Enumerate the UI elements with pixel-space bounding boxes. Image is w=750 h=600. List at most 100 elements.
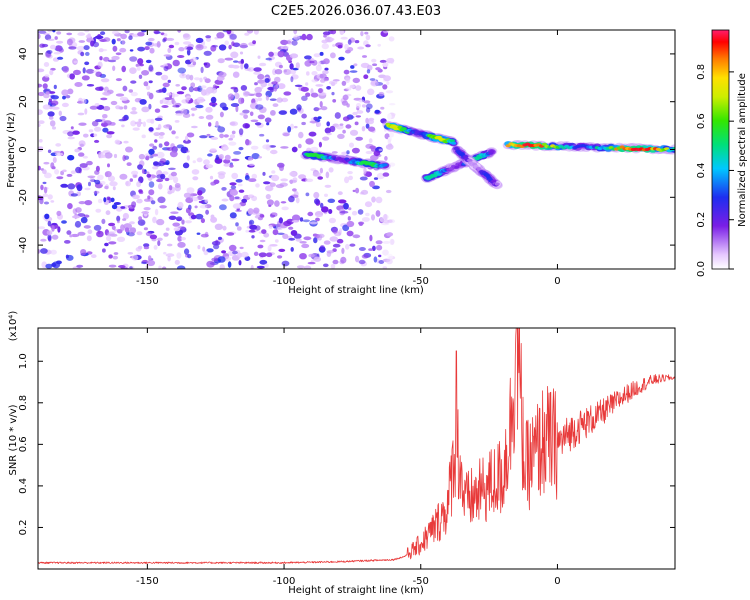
y-tick-label: 0.6 xyxy=(18,436,29,452)
noise-blob xyxy=(221,187,227,191)
noise-blob xyxy=(378,260,385,264)
noise-blob xyxy=(249,224,258,230)
noise-blob xyxy=(334,112,341,119)
noise-blob xyxy=(383,219,390,224)
noise-blob xyxy=(182,162,190,169)
noise-blob xyxy=(373,256,378,263)
noise-blob xyxy=(59,115,67,122)
noise-blob xyxy=(171,130,176,135)
noise-blob xyxy=(173,227,181,232)
noise-blob xyxy=(123,223,132,230)
noise-blob xyxy=(378,91,385,97)
noise-blob xyxy=(191,169,200,175)
noise-blob xyxy=(38,83,43,88)
noise-blob xyxy=(144,46,150,51)
noise-blob xyxy=(125,146,133,153)
noise-blob xyxy=(84,200,93,206)
noise-blob xyxy=(137,245,143,250)
noise-blob xyxy=(210,216,218,223)
noise-blob xyxy=(337,199,347,204)
noise-blob xyxy=(164,141,170,147)
noise-blob xyxy=(100,78,110,83)
noise-blob xyxy=(229,121,238,127)
noise-blob xyxy=(324,184,332,188)
noise-blob xyxy=(230,51,239,59)
noise-blob xyxy=(194,205,198,209)
noise-blob xyxy=(48,98,53,103)
noise-blob xyxy=(204,199,209,203)
x-tick-label: -100 xyxy=(273,276,296,287)
noise-blob xyxy=(88,129,94,133)
noise-blob xyxy=(103,197,107,203)
noise-blob xyxy=(291,40,298,46)
noise-blob xyxy=(347,216,351,221)
noise-blob xyxy=(187,253,192,259)
noise-blob xyxy=(238,146,244,151)
noise-blob xyxy=(360,31,364,37)
noise-blob xyxy=(123,140,129,144)
noise-blob xyxy=(115,52,122,56)
noise-blob xyxy=(177,201,184,209)
noise-blob xyxy=(54,36,58,40)
noise-blob xyxy=(175,136,179,139)
noise-blob xyxy=(81,98,87,104)
noise-blob xyxy=(75,166,82,174)
noise-blob xyxy=(177,265,186,269)
noise-blob xyxy=(356,110,364,114)
noise-blob xyxy=(127,252,134,255)
noise-blob xyxy=(337,44,343,49)
noise-blob xyxy=(158,135,164,139)
noise-blob xyxy=(281,206,289,211)
main-line-mark xyxy=(541,142,548,146)
noise-blob xyxy=(172,222,180,227)
noise-blob xyxy=(186,49,191,56)
noise-blob xyxy=(148,64,154,72)
noise-blob xyxy=(62,95,66,100)
noise-blob xyxy=(237,183,243,187)
noise-blob xyxy=(254,122,262,126)
noise-blob xyxy=(321,206,329,213)
noise-blob xyxy=(100,97,108,101)
y-tick-label: 1.0 xyxy=(18,353,29,369)
noise-blob xyxy=(87,175,96,179)
noise-blob xyxy=(138,153,145,160)
noise-blob xyxy=(342,116,350,122)
noise-blob xyxy=(229,164,234,168)
noise-blob xyxy=(73,69,81,76)
noise-blob xyxy=(345,243,350,250)
noise-blob xyxy=(43,201,50,205)
noise-blob xyxy=(371,196,376,203)
noise-blob xyxy=(365,44,371,48)
noise-blob xyxy=(209,175,214,180)
noise-blob xyxy=(251,173,258,180)
noise-blob xyxy=(148,103,152,110)
noise-blob xyxy=(174,120,180,123)
noise-blob xyxy=(112,255,119,260)
noise-blob xyxy=(291,146,298,153)
noise-blob xyxy=(116,215,121,222)
noise-blob xyxy=(197,190,203,196)
noise-blob xyxy=(218,154,224,160)
noise-blob xyxy=(336,238,344,244)
noise-blob xyxy=(185,95,191,101)
noise-blob xyxy=(77,32,86,36)
noise-blob xyxy=(136,181,142,188)
noise-blob xyxy=(235,179,243,183)
noise-blob xyxy=(382,172,390,177)
noise-blob xyxy=(188,86,194,93)
noise-blob xyxy=(138,118,142,122)
noise-blob xyxy=(51,234,59,240)
noise-blob xyxy=(129,266,133,269)
noise-blob xyxy=(329,38,335,41)
noise-blob xyxy=(177,67,187,74)
noise-blob xyxy=(302,219,310,223)
noise-blob xyxy=(152,145,158,150)
noise-blob xyxy=(218,173,226,180)
noise-blob xyxy=(159,158,167,164)
noise-blob xyxy=(77,231,86,236)
noise-blob xyxy=(114,139,121,145)
noise-blob xyxy=(195,104,204,109)
noise-blob xyxy=(154,117,163,122)
noise-blob xyxy=(269,88,274,93)
noise-blob xyxy=(91,120,99,127)
